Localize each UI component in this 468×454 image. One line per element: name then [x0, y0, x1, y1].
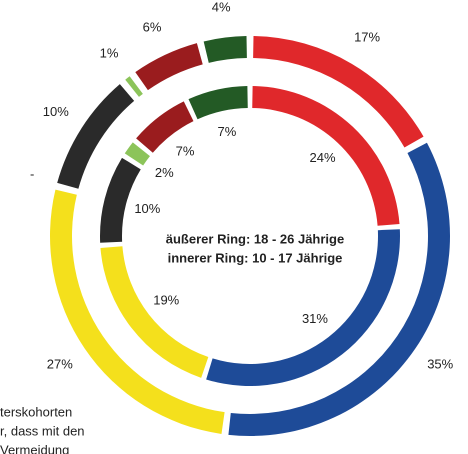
donut-segment: [124, 142, 150, 166]
data-label: 10%: [43, 104, 69, 119]
data-label: 17%: [354, 29, 380, 44]
data-label: 4%: [212, 0, 231, 14]
donut-segment: [125, 76, 143, 97]
donut-segment: [100, 157, 141, 243]
data-label: 19%: [153, 292, 179, 307]
donut-segment: [206, 229, 400, 386]
donut-segment: [203, 36, 247, 63]
annotation: r, dass mit den: [0, 423, 85, 438]
data-label: 1%: [100, 46, 119, 61]
donut-segment: [100, 246, 209, 378]
donut-segment: [135, 43, 203, 91]
data-label: 7%: [217, 124, 236, 139]
donut-segment: [57, 84, 135, 189]
donut-segment: [49, 189, 225, 434]
annotation: Vermeidung: [0, 442, 69, 454]
data-label: 10%: [134, 201, 160, 216]
data-label: 27%: [47, 357, 73, 372]
donut-segment: [136, 101, 194, 153]
donut-segment: [228, 142, 451, 437]
data-label: 24%: [310, 150, 336, 165]
data-label: 6%: [143, 19, 162, 34]
annotation: terskohorten: [0, 404, 72, 419]
legend-outer: äußerer Ring: 18 - 26 Jährige: [166, 231, 344, 246]
data-label: 35%: [427, 357, 453, 372]
donut-segment: [252, 86, 400, 226]
donut-segment: [188, 86, 248, 120]
donut-segment: [253, 36, 424, 148]
data-label: 7%: [176, 144, 195, 159]
annotation: -: [30, 166, 34, 181]
data-label: 2%: [155, 165, 174, 180]
legend-inner: innerer Ring: 10 - 17 Jährige: [168, 250, 343, 265]
data-label: 31%: [302, 311, 328, 326]
